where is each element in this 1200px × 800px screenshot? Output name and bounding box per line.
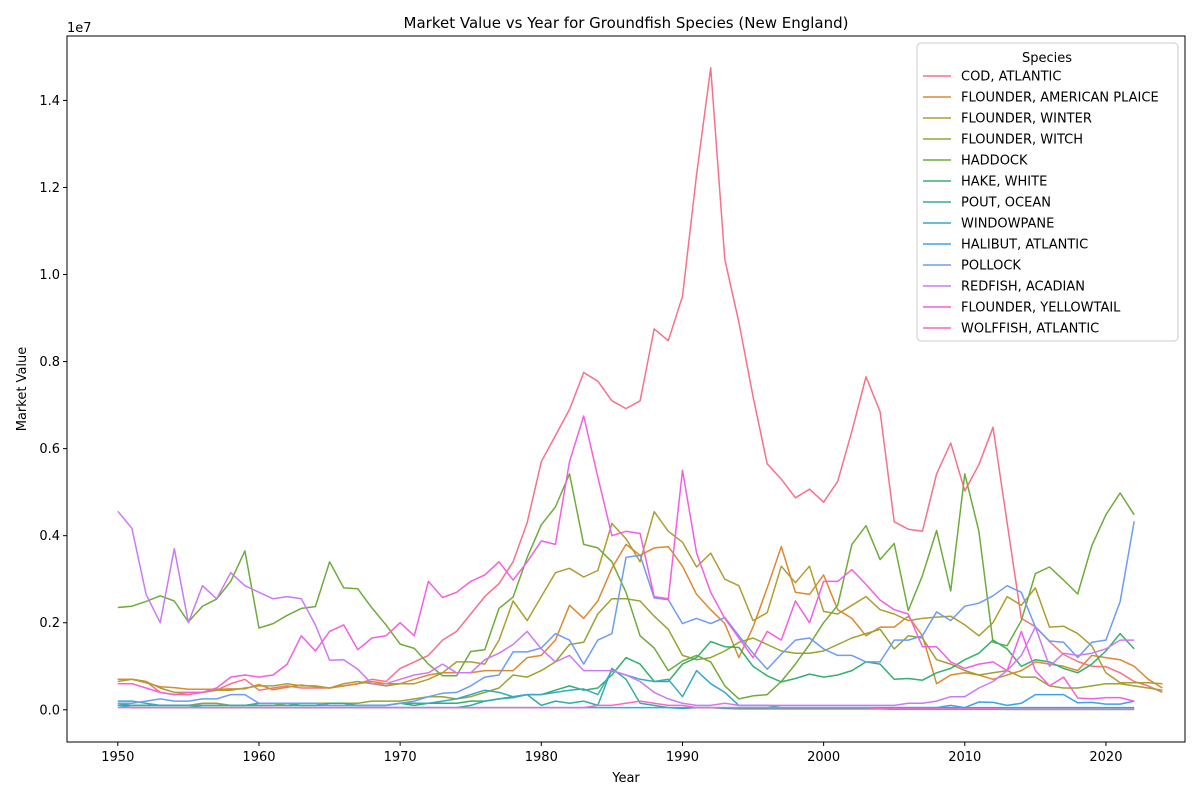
x-axis: 1950 1960 1970 1980 1990 2000 2010 2020 bbox=[101, 742, 1122, 765]
x-tick-label: 2010 bbox=[948, 750, 981, 765]
x-tick-label: 1990 bbox=[666, 750, 699, 765]
legend-entry: FLOUNDER, WINTER bbox=[961, 112, 1092, 127]
legend-title: Species bbox=[1022, 51, 1072, 66]
legend-entry: HAKE, WHITE bbox=[961, 175, 1047, 190]
x-tick-label: 1950 bbox=[101, 750, 134, 765]
legend: Species COD, ATLANTIC FLOUNDER, AMERICAN … bbox=[916, 42, 1179, 342]
legend-entry: COD, ATLANTIC bbox=[961, 70, 1061, 85]
series-line-11 bbox=[117, 415, 1135, 702]
y-tick-label: 0.8 bbox=[39, 355, 60, 370]
series-line-12 bbox=[117, 700, 1135, 711]
series-line-4 bbox=[117, 473, 1135, 700]
x-tick-label: 2020 bbox=[1089, 750, 1122, 765]
legend-entry: WOLFFISH, ATLANTIC bbox=[961, 322, 1099, 337]
legend-entry: FLOUNDER, YELLOWTAIL bbox=[961, 301, 1121, 316]
series-line-5 bbox=[117, 632, 1135, 707]
legend-box bbox=[916, 42, 1179, 342]
x-tick-label: 1980 bbox=[525, 750, 558, 765]
x-axis-label: Year bbox=[611, 771, 640, 786]
x-tick-label: 1970 bbox=[384, 750, 417, 765]
series-line-2 bbox=[117, 510, 1163, 694]
legend-entry: HALIBUT, ATLANTIC bbox=[961, 238, 1088, 253]
y-tick-label: 1.0 bbox=[39, 268, 60, 283]
x-tick-label: 2000 bbox=[807, 750, 840, 765]
legend-entry: FLOUNDER, WITCH bbox=[961, 133, 1083, 148]
series-line-1 bbox=[117, 543, 1163, 691]
y-tick-label: 1.2 bbox=[39, 181, 60, 196]
y-axis-label: Market Value bbox=[15, 347, 30, 432]
legend-entry: POUT, OCEAN bbox=[961, 196, 1051, 211]
y-tick-label: 0.0 bbox=[39, 703, 60, 718]
y-axis: 0.0 0.2 0.4 0.6 0.8 1.0 1.2 1.4 bbox=[39, 94, 67, 718]
x-tick-label: 1960 bbox=[242, 750, 275, 765]
y-offset-text: 1e7 bbox=[67, 21, 92, 36]
y-tick-label: 0.6 bbox=[39, 442, 60, 457]
chart-title: Market Value vs Year for Groundfish Spec… bbox=[404, 14, 849, 32]
y-tick-label: 0.2 bbox=[39, 616, 60, 631]
series-line-9 bbox=[117, 521, 1135, 707]
plot-lines bbox=[117, 67, 1163, 711]
y-tick-label: 0.4 bbox=[39, 529, 60, 544]
legend-entry: FLOUNDER, AMERICAN PLAICE bbox=[961, 91, 1159, 106]
legend-entry: HADDOCK bbox=[961, 154, 1028, 169]
legend-entry: REDFISH, ACADIAN bbox=[961, 280, 1085, 295]
legend-entry: WINDOWPANE bbox=[961, 217, 1054, 232]
legend-entry: POLLOCK bbox=[961, 259, 1021, 274]
y-tick-label: 1.4 bbox=[39, 94, 60, 109]
plot-frame bbox=[66, 35, 1186, 743]
series-line-10 bbox=[117, 510, 1135, 707]
